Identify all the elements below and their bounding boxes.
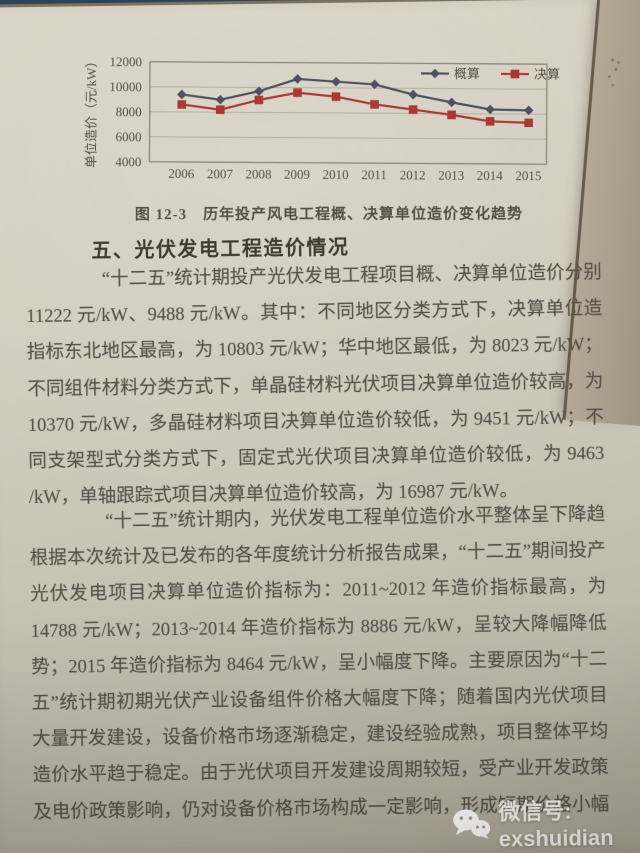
svg-text:2009: 2009 [284,167,310,182]
svg-text:决算: 决算 [534,67,560,82]
svg-text:2010: 2010 [323,167,349,182]
svg-text:单位造价（元/kW）: 单位造价（元/kW） [83,55,99,168]
wechat-icon [453,808,491,839]
svg-text:6000: 6000 [116,129,142,144]
svg-text:2007: 2007 [207,166,234,181]
paragraph-2: “十二五”统计期内，光伏发电工程单位造价水平整体呈下降趋势。 根据本次统计及已发… [29,497,610,831]
svg-text:2012: 2012 [400,167,426,182]
paragraph-1: “十二五”统计期投产光伏发电工程项目概、决算单位造价分别为 11222 元/kW… [26,255,605,516]
svg-text:2011: 2011 [361,167,387,182]
svg-text:概算: 概算 [454,66,480,81]
svg-text:8000: 8000 [116,104,142,119]
svg-text:12000: 12000 [109,54,142,69]
svg-text:2006: 2006 [168,166,195,181]
watermark: 微信号: exshuidian [451,798,640,852]
svg-text:4000: 4000 [115,154,141,169]
svg-text:10000: 10000 [109,79,142,94]
figure-caption: 图 12-3 历年投产风电工程概、决算单位造价变化趋势 [134,206,524,224]
svg-text:2013: 2013 [438,168,464,183]
stray-marks [611,58,615,62]
watermark-text: 微信号: exshuidian [498,798,614,852]
unit-cost-trend-chart: 4000 6000 8000 10000 12000 2006 2007 2008 2009 20… [83,54,560,183]
svg-text:2008: 2008 [245,166,271,181]
svg-text:2015: 2015 [515,168,541,183]
figure-block: 4000 6000 8000 10000 12000 2006 2007 2008 2009 20… [81,49,575,227]
svg-text:2014: 2014 [477,168,504,183]
